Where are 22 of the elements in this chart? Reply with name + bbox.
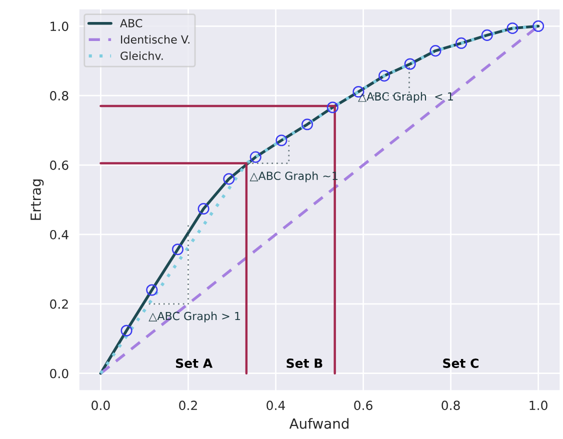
annotation: Set A [176,358,213,368]
annotation: △ABC Graph < 1 [358,92,453,103]
y-tick-label: 0.2 [50,299,68,309]
annotation: Set C [443,358,478,368]
x-axis-title: Aufwand [289,418,348,429]
x-tick-label: 0.4 [266,400,285,410]
y-tick-label: 0.4 [50,230,68,240]
x-tick-label: 0.6 [354,400,372,410]
x-tick-label: 0.2 [179,400,197,410]
y-axis-title: Ertrag [30,180,44,220]
x-tick-label: 1.0 [530,400,548,410]
annotation: △ABC Graph > 1 [148,312,240,322]
y-tick-label: 0.8 [50,91,68,101]
y-tick-label: 0.0 [50,368,68,378]
annotation: Set B [286,358,322,368]
x-tick-label: 0.0 [92,400,110,410]
y-tick-label: 1.0 [50,22,68,32]
x-tick-label: 0.8 [442,400,460,410]
y-tick-label: 0.6 [50,160,68,170]
legend-label: ABC [120,18,142,28]
legend-label: Gleichv. [120,51,163,60]
legend-label: Identische V. [121,35,190,44]
